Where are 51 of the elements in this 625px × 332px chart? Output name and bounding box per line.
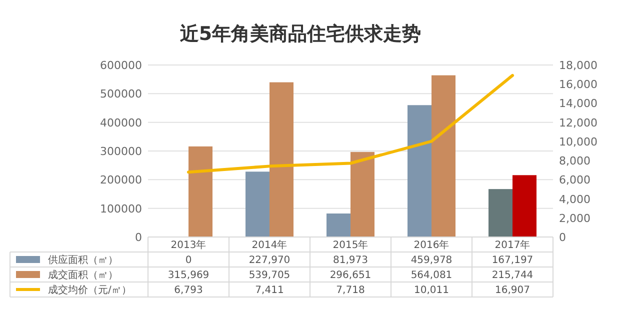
- bar: [512, 175, 536, 237]
- data-label: 564,081: [410, 270, 452, 281]
- y2-tick-label: 18,000: [559, 59, 598, 72]
- data-label: 215,744: [492, 270, 534, 281]
- bar: [350, 152, 374, 237]
- bar: [188, 146, 212, 237]
- data-label: 81,973: [333, 255, 368, 266]
- data-label: 459,978: [410, 255, 452, 266]
- bar: [270, 82, 294, 237]
- legend-label: 成交均价（元/㎡）: [48, 284, 132, 296]
- data-label: 167,197: [492, 255, 534, 266]
- bar: [408, 105, 432, 237]
- y-tick-label: 200000: [100, 174, 142, 187]
- y2-tick-label: 0: [559, 231, 566, 244]
- y-tick-label: 300000: [100, 145, 142, 158]
- data-label: 296,651: [330, 270, 372, 281]
- line-series: [187, 74, 514, 174]
- legend-label: 成交面积（㎡）: [48, 269, 118, 281]
- data-label: 0: [185, 255, 192, 266]
- data-label: 315,969: [168, 270, 210, 281]
- data-label: 7,718: [336, 285, 365, 296]
- data-label: 7,411: [255, 285, 284, 296]
- bar: [432, 75, 456, 237]
- bar: [326, 214, 350, 237]
- bar: [246, 172, 270, 237]
- y2-tick-label: 16,000: [559, 78, 598, 92]
- x-tick-label: 2016年: [414, 239, 450, 251]
- data-label: 539,705: [248, 270, 290, 281]
- y-tick-label: 100000: [100, 202, 142, 216]
- y2-tick-label: 2,000: [559, 212, 590, 225]
- y-tick-label: 0: [135, 231, 142, 244]
- bar: [488, 189, 512, 237]
- x-tick-label: 2015年: [332, 239, 368, 251]
- y-tick-label: 400000: [100, 116, 142, 130]
- y2-tick-label: 12,000: [559, 116, 598, 130]
- legend-label: 供应面积（㎡）: [48, 254, 118, 266]
- y2-tick-label: 4,000: [559, 192, 590, 206]
- y-tick-label: 600000: [100, 59, 142, 72]
- y2-tick-label: 10,000: [559, 135, 598, 148]
- x-tick-label: 2017年: [494, 239, 530, 251]
- data-label: 16,907: [495, 285, 530, 296]
- y2-tick-label: 6,000: [559, 174, 590, 187]
- y-tick-label: 500000: [100, 88, 142, 101]
- x-tick-label: 2013年: [170, 239, 206, 251]
- data-label: 227,970: [248, 255, 290, 266]
- y2-tick-label: 8,000: [559, 154, 590, 168]
- data-label: 6,793: [174, 285, 203, 296]
- y2-tick-label: 14,000: [559, 97, 598, 110]
- data-label: 10,011: [414, 285, 449, 296]
- chart-title: 近5年角美商品住宅供求走势: [178, 23, 422, 45]
- x-tick-label: 2014年: [252, 239, 288, 251]
